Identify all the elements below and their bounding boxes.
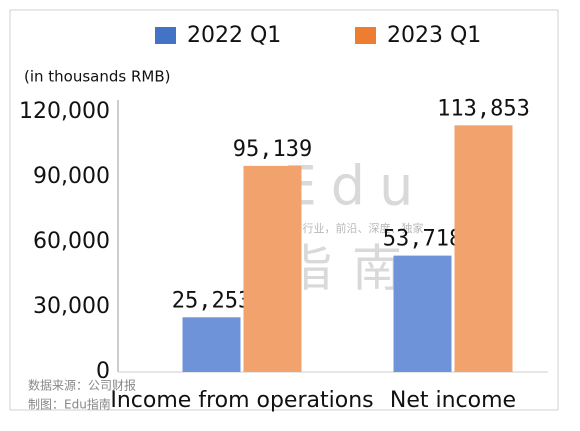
y-tick-label: 60,000 <box>33 229 110 254</box>
y-tick-label: 0 <box>96 359 110 384</box>
bar <box>182 317 241 372</box>
data-label: 113,853 <box>437 96 530 121</box>
watermark: 指南 <box>282 240 422 298</box>
credit-note: 制图：Edu指南 <box>28 397 111 412</box>
y-tick-label: 30,000 <box>33 294 110 319</box>
bar <box>393 255 452 372</box>
x-tick-label: Income from operations <box>110 388 373 413</box>
data-label: 25,253 <box>172 288 251 313</box>
unit-label: (in thousands RMB) <box>24 68 171 86</box>
source-note: 数据来源：公司财报 <box>28 378 136 393</box>
y-tick-label: 90,000 <box>33 164 110 189</box>
y-tick-label: 120,000 <box>19 99 110 124</box>
watermark: Edu <box>283 155 428 218</box>
legend-label: 2023 Q1 <box>387 23 481 48</box>
legend-swatch <box>355 27 376 44</box>
legend-swatch <box>155 27 176 44</box>
data-label: 53,718 <box>383 227 462 252</box>
bar <box>243 165 302 372</box>
bar <box>454 125 513 372</box>
watermark: 教育行业，前沿、深度、独家 <box>281 221 424 235</box>
data-label: 95,139 <box>233 137 312 162</box>
x-tick-label: Net income <box>390 388 516 413</box>
legend-label: 2022 Q1 <box>187 23 281 48</box>
